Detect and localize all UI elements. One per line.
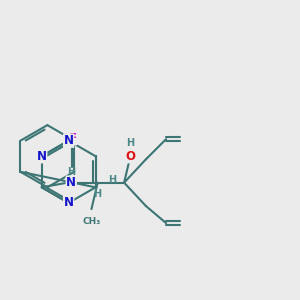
Text: F: F xyxy=(69,132,77,145)
Text: H: H xyxy=(94,188,102,199)
Text: CH₃: CH₃ xyxy=(82,217,100,226)
Text: N: N xyxy=(37,150,47,163)
Text: H: H xyxy=(108,175,116,184)
Text: N: N xyxy=(64,196,74,209)
Text: H: H xyxy=(67,167,75,177)
Text: H: H xyxy=(126,138,134,148)
Text: N: N xyxy=(66,176,76,189)
Text: O: O xyxy=(125,150,135,163)
Text: N: N xyxy=(64,134,74,147)
